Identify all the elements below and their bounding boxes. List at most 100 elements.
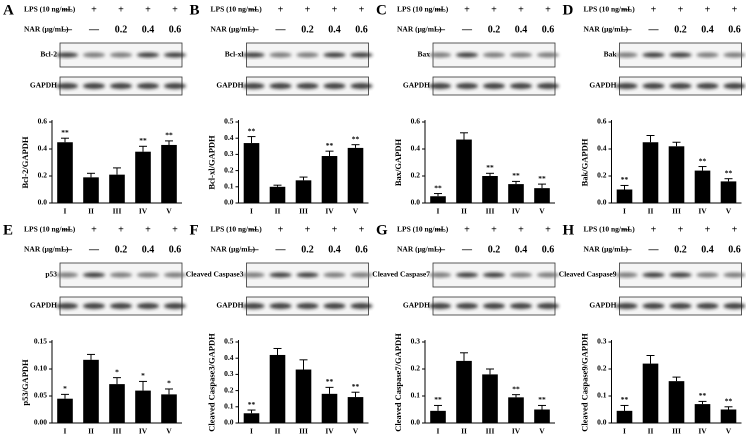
bar <box>456 139 472 203</box>
panel: C LPS (10 ng/mL)— + + + +NAR (μg/mL)— —0.2 0.4 0… <box>376 2 559 216</box>
blot-band <box>83 272 105 278</box>
blot-band <box>137 272 159 278</box>
treatment-value: + <box>145 4 151 15</box>
blot-band <box>110 52 132 58</box>
blot-band <box>537 52 559 58</box>
treatment-value: — <box>648 244 660 255</box>
treatment-value: — <box>621 244 633 255</box>
treatment-value: — <box>621 224 633 235</box>
x-tick-label: I <box>250 207 253 216</box>
blot-label: Cleaved Caspase3 <box>186 270 244 279</box>
treatment-value: — <box>648 24 660 35</box>
blot-band <box>83 83 105 89</box>
bar <box>295 369 312 423</box>
bar <box>83 177 99 203</box>
blot-band <box>296 83 319 89</box>
y-tick-label: 0.2 <box>597 171 607 180</box>
blot-band <box>164 272 186 278</box>
treatment-label: LPS (10 ng/mL) <box>397 225 449 234</box>
bar <box>347 147 364 203</box>
significance: ** <box>352 382 360 391</box>
y-tick-label: 0.4 <box>38 144 48 153</box>
blot-band <box>350 272 373 278</box>
treatment-value: + <box>118 224 124 235</box>
blot-band <box>56 83 78 89</box>
blot-band <box>456 272 478 278</box>
treatment-label: LPS (10 ng/mL) <box>24 225 76 234</box>
treatment-value: — <box>248 24 260 35</box>
significance: ** <box>248 126 256 135</box>
panel: B LPS (10 ng/mL)— + + + +NAR (μg/mL)— —0.2 0.4 0… <box>190 2 373 216</box>
y-tick-label: 0.3 <box>597 337 607 346</box>
y-tick-label: 0.2 <box>224 165 234 174</box>
bar <box>694 170 711 203</box>
bar <box>668 146 685 203</box>
treatment-value: + <box>651 4 657 15</box>
y-tick-label: 0.2 <box>38 171 48 180</box>
bar <box>616 410 633 423</box>
bar <box>668 381 685 423</box>
blot-band <box>696 52 719 58</box>
blot-label: GAPDH <box>403 81 430 90</box>
significance: ** <box>725 397 733 406</box>
bar <box>694 404 711 423</box>
panel: F LPS (10 ng/mL)— + + + +NAR (μg/mL)— —0.2 0.4 0… <box>186 222 373 436</box>
blot-band <box>164 303 186 309</box>
blot-band <box>429 272 451 278</box>
blot-band <box>56 272 78 278</box>
treatment-label: LPS (10 ng/mL) <box>24 5 76 14</box>
significance: ** <box>165 131 173 140</box>
treatment-value: + <box>518 4 524 15</box>
x-tick-label: II <box>461 207 467 216</box>
bar <box>456 360 472 423</box>
y-tick-label: 0.4 <box>224 133 234 142</box>
blot-band <box>483 83 505 89</box>
treatment-value: — <box>434 24 446 35</box>
x-tick-label: IV <box>139 427 148 436</box>
treatment-value: 0.4 <box>142 244 155 255</box>
treatment-value: 0.2 <box>301 244 314 255</box>
blot-label: GAPDH <box>403 301 430 310</box>
treatment-value: 0.2 <box>115 244 128 255</box>
bar <box>482 374 498 423</box>
bar <box>269 186 286 203</box>
y-tick-label: 0.4 <box>224 353 234 362</box>
bar <box>243 413 260 423</box>
y-tick-label: 0.2 <box>411 171 421 180</box>
blot-band <box>456 303 478 309</box>
blot-band <box>483 52 505 58</box>
x-tick-label: I <box>250 427 253 436</box>
x-tick-label: IV <box>698 207 707 216</box>
blot-label: Bax <box>417 50 430 59</box>
treatment-value: 0.4 <box>328 24 341 35</box>
x-tick-label: III <box>486 427 495 436</box>
x-tick-label: IV <box>512 427 521 436</box>
treatment-value: — <box>434 244 446 255</box>
y-tick-label: 0.3 <box>411 337 421 346</box>
significance: ** <box>512 171 520 180</box>
treatment-value: 0.2 <box>488 244 501 255</box>
blot-band <box>137 83 159 89</box>
y-tick-label: 0.0 <box>38 198 48 207</box>
treatment-label: NAR (μg/mL) <box>584 25 629 34</box>
x-tick-label: I <box>623 207 626 216</box>
treatment-value: + <box>145 224 151 235</box>
treatment-value: — <box>248 4 260 15</box>
blot-band <box>83 52 105 58</box>
treatment-label: LPS (10 ng/mL) <box>584 5 636 14</box>
blot-band <box>429 303 451 309</box>
x-tick-label: IV <box>139 207 148 216</box>
significance: ** <box>486 163 494 172</box>
panel-letter: E <box>3 222 13 238</box>
blot-band <box>537 83 559 89</box>
blot-band <box>669 303 692 309</box>
treatment-value: — <box>621 4 633 15</box>
treatment-value: 0.4 <box>701 244 714 255</box>
treatment-value: 0.6 <box>542 24 555 35</box>
blot-label: Bcl-2 <box>40 50 57 59</box>
bar <box>321 156 338 203</box>
treatment-label: NAR (μg/mL) <box>211 25 256 34</box>
x-tick-label: III <box>672 207 681 216</box>
blot-band <box>429 83 451 89</box>
blot-band <box>723 303 746 309</box>
